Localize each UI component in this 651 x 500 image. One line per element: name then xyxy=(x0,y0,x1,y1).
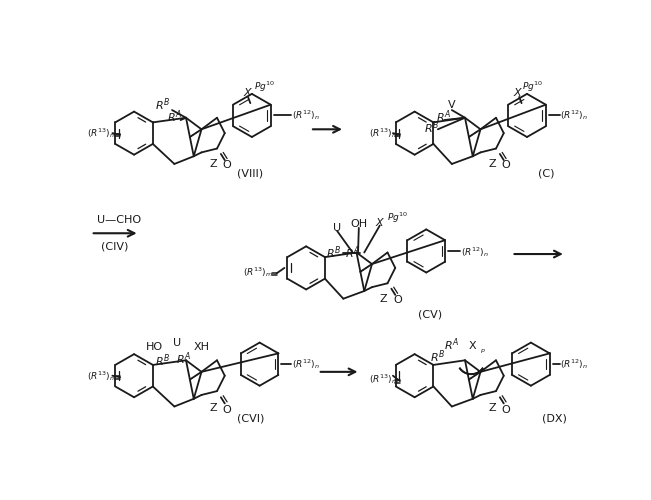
Text: O: O xyxy=(223,404,232,414)
Text: $R^B$: $R^B$ xyxy=(326,244,341,261)
Text: (CV): (CV) xyxy=(418,309,442,319)
Text: Z: Z xyxy=(210,159,217,169)
Text: OH: OH xyxy=(350,219,367,229)
Text: $_p$: $_p$ xyxy=(480,346,486,356)
Text: $Pg^{10}$: $Pg^{10}$ xyxy=(255,80,275,94)
Text: (C): (C) xyxy=(538,169,555,179)
Text: V: V xyxy=(448,100,456,110)
Text: Z: Z xyxy=(488,403,496,413)
Text: (DX): (DX) xyxy=(542,413,566,423)
Text: $(R^{13})_m$: $(R^{13})_m$ xyxy=(87,126,117,140)
Text: $R^A$: $R^A$ xyxy=(444,336,460,353)
Text: O: O xyxy=(502,404,510,414)
Text: (CIV): (CIV) xyxy=(101,242,128,252)
Text: $(R^{12})_n$: $(R^{12})_n$ xyxy=(461,246,489,260)
Text: Z: Z xyxy=(210,403,217,413)
Text: $(R^{12})_n$: $(R^{12})_n$ xyxy=(561,357,589,371)
Text: $R^B$: $R^B$ xyxy=(155,352,171,368)
Text: $(R^{13})_m$: $(R^{13})_m$ xyxy=(243,265,273,278)
Text: $R^B$: $R^B$ xyxy=(430,348,445,365)
Text: O: O xyxy=(502,160,510,170)
Text: HO: HO xyxy=(146,342,163,352)
Text: X: X xyxy=(469,342,477,351)
Text: $R^A$: $R^A$ xyxy=(167,108,182,124)
Text: $X$: $X$ xyxy=(512,86,523,99)
Text: $R^A$: $R^A$ xyxy=(176,350,191,367)
Text: $(R^{12})_n$: $(R^{12})_n$ xyxy=(561,108,589,122)
Text: $Pg^{10}$: $Pg^{10}$ xyxy=(387,210,408,225)
Text: $(R^{13})_m$: $(R^{13})_m$ xyxy=(87,369,117,382)
Text: $(R^{12})_n$: $(R^{12})_n$ xyxy=(292,108,320,122)
Text: $(R^{12})_n$: $(R^{12})_n$ xyxy=(292,357,320,371)
Text: $R^B$: $R^B$ xyxy=(155,96,171,113)
Text: U: U xyxy=(173,338,181,348)
Text: (VIII): (VIII) xyxy=(237,169,264,179)
Text: (CVI): (CVI) xyxy=(236,413,264,423)
Text: Z: Z xyxy=(488,159,496,169)
Text: $R^A$: $R^A$ xyxy=(436,108,451,124)
Text: $Pg^{10}$: $Pg^{10}$ xyxy=(522,80,543,94)
Text: $(R^{13})_m$: $(R^{13})_m$ xyxy=(368,372,398,386)
Text: Z: Z xyxy=(380,294,387,304)
Text: U: U xyxy=(333,223,341,233)
Text: $X$: $X$ xyxy=(374,216,385,228)
Text: $(R^{13})_m$: $(R^{13})_m$ xyxy=(368,126,398,140)
Text: $X$: $X$ xyxy=(243,86,253,99)
Text: $R^B$: $R^B$ xyxy=(424,120,439,136)
Text: XH: XH xyxy=(193,342,210,352)
Text: O: O xyxy=(393,295,402,305)
Text: O: O xyxy=(223,160,232,170)
Text: U—CHO: U—CHO xyxy=(96,215,141,225)
Text: $R^A$: $R^A$ xyxy=(345,244,360,261)
